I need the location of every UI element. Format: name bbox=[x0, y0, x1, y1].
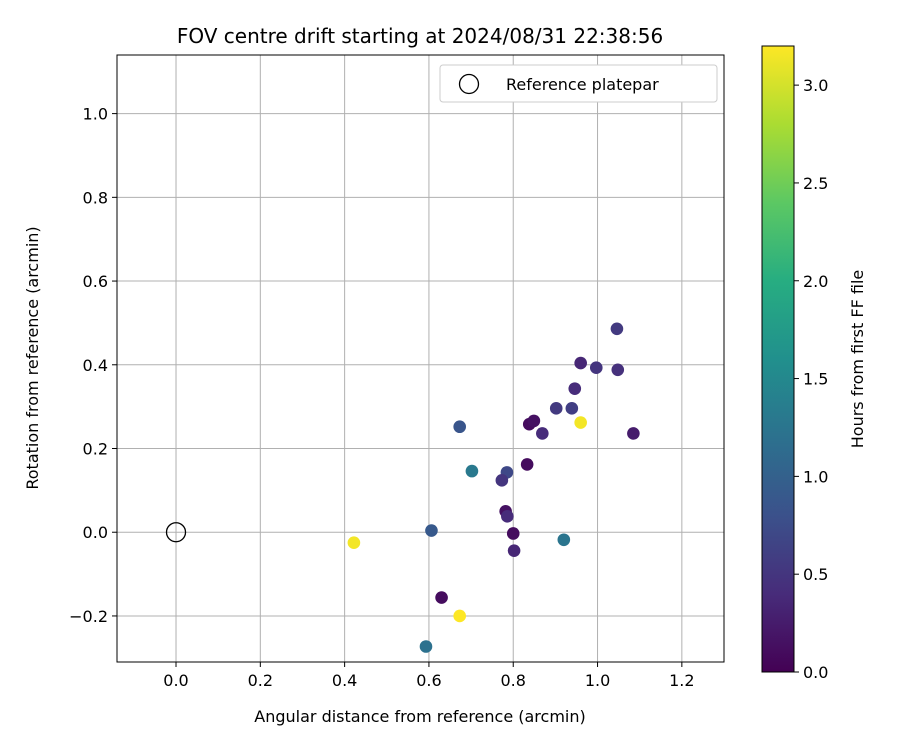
x-tick-label: 0.8 bbox=[501, 671, 526, 690]
reference-marker-group bbox=[165, 522, 187, 543]
colorbar-tick-label: 0.5 bbox=[803, 565, 828, 584]
x-tick-label: 0.2 bbox=[248, 671, 273, 690]
x-tick-label: 1.0 bbox=[585, 671, 610, 690]
y-tick-label: 0.2 bbox=[83, 440, 108, 459]
colorbar-tick-label: 1.5 bbox=[803, 370, 828, 389]
colorbar-tick-label: 2.5 bbox=[803, 174, 828, 193]
data-point bbox=[425, 524, 438, 537]
data-point bbox=[347, 536, 361, 549]
data-point bbox=[435, 591, 448, 604]
legend-label: Reference platepar bbox=[506, 75, 659, 94]
x-tick-label: 0.6 bbox=[416, 671, 441, 690]
reference-marker bbox=[165, 522, 187, 543]
plot-frame bbox=[116, 54, 725, 663]
data-point bbox=[501, 510, 514, 523]
grid-lines bbox=[117, 55, 724, 662]
colorbar-tick-label: 0.0 bbox=[803, 663, 828, 682]
y-tick-label: 0.4 bbox=[83, 356, 108, 375]
x-tick-label: 0.4 bbox=[332, 671, 357, 690]
data-point bbox=[507, 544, 521, 557]
data-point bbox=[506, 527, 520, 540]
x-tick-label: 0.0 bbox=[163, 671, 188, 690]
data-point bbox=[568, 382, 582, 395]
data-point bbox=[495, 474, 509, 487]
plot-area bbox=[117, 55, 724, 662]
data-point bbox=[574, 416, 587, 429]
data-point bbox=[610, 322, 624, 336]
data-point bbox=[465, 464, 479, 478]
colorbar-tick-label: 3.0 bbox=[803, 76, 828, 95]
y-tick-label: 0.0 bbox=[83, 523, 108, 542]
colorbar-label: Hours from first FF file bbox=[848, 270, 867, 449]
x-tick-label: 1.2 bbox=[669, 671, 694, 690]
data-point bbox=[565, 402, 579, 415]
colorbar-tick-label: 2.0 bbox=[803, 272, 828, 291]
y-tick-label: 1.0 bbox=[83, 105, 108, 124]
data-point bbox=[589, 361, 603, 375]
x-axis-label: Angular distance from reference (arcmin) bbox=[254, 707, 585, 726]
data-points bbox=[347, 322, 640, 653]
colorbar-ticks: 0.0 0.5 1.0 1.5 2.0 2.5 3.0 bbox=[794, 76, 828, 682]
y-tick-label: 0.6 bbox=[83, 272, 108, 291]
data-point bbox=[419, 640, 433, 653]
data-point bbox=[549, 402, 563, 415]
data-point bbox=[611, 363, 625, 377]
y-axis-label: Rotation from reference (arcmin) bbox=[23, 226, 42, 489]
data-point bbox=[527, 414, 541, 428]
chart-title: FOV centre drift starting at 2024/08/31 … bbox=[177, 24, 663, 48]
colorbar bbox=[761, 45, 795, 673]
colorbar-tick-label: 1.0 bbox=[803, 467, 828, 486]
data-point bbox=[520, 458, 534, 471]
data-point bbox=[536, 427, 549, 440]
y-tick-label: 0.8 bbox=[83, 188, 108, 207]
data-point bbox=[557, 533, 571, 547]
legend-box bbox=[439, 64, 718, 103]
data-point bbox=[574, 356, 587, 370]
data-point bbox=[453, 420, 467, 434]
data-point bbox=[453, 609, 467, 623]
legend-marker bbox=[458, 73, 480, 95]
axis-ticks: 0.0 0.2 0.4 0.6 0.8 1.0 1.2 −0.2 0.0 0.2 0.4 0.6 0.8… bbox=[69, 105, 694, 690]
legend: Reference platepar bbox=[439, 64, 718, 103]
y-tick-label: −0.2 bbox=[69, 607, 108, 626]
data-point bbox=[627, 427, 640, 440]
